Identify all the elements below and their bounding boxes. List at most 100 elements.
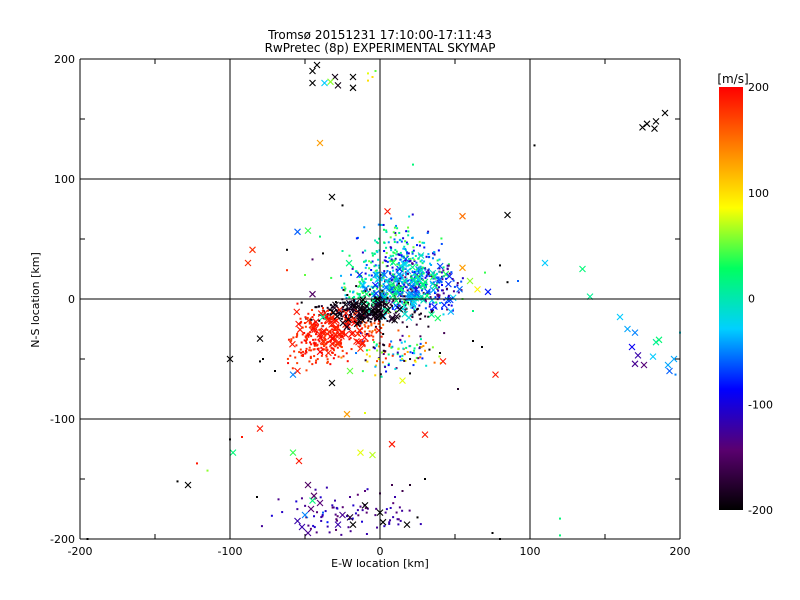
scatter-point — [363, 323, 366, 326]
scatter-point — [406, 289, 409, 292]
scatter-point — [348, 254, 351, 257]
scatter-point — [356, 317, 363, 324]
scatter-point — [396, 290, 404, 298]
scatter-point — [437, 289, 440, 292]
scatter-point — [316, 343, 319, 346]
scatter-point — [299, 317, 302, 320]
scatter-point — [317, 333, 324, 341]
scatter-point — [312, 348, 315, 351]
scatter-point — [295, 335, 298, 338]
scatter-point — [451, 309, 454, 312]
scatter-point — [425, 271, 428, 274]
scatter-point — [411, 290, 414, 293]
scatter-point — [381, 361, 384, 364]
scatter-point — [427, 325, 430, 328]
scatter-point — [325, 355, 328, 358]
scatter-point — [341, 349, 344, 352]
scatter-point — [349, 496, 351, 498]
scatter-point — [445, 287, 448, 290]
scatter-point — [399, 258, 402, 261]
scatter-point — [378, 266, 381, 269]
scatter-point — [432, 301, 435, 304]
scatter-point — [427, 268, 430, 271]
scatter-point — [396, 263, 399, 266]
scatter-point — [388, 522, 391, 525]
scatter-point — [460, 289, 463, 292]
scatter-point — [422, 272, 425, 275]
scatter-point — [411, 306, 414, 309]
scatter-point — [320, 516, 323, 519]
scatter-point — [413, 359, 416, 362]
scatter-point — [403, 359, 406, 362]
scatter-point — [382, 223, 385, 226]
scatter-point — [440, 271, 443, 274]
scatter-point — [340, 356, 343, 359]
scatter-point — [323, 348, 326, 351]
scatter-point — [385, 370, 388, 373]
scatter-point — [392, 299, 395, 302]
scatter-point — [312, 318, 320, 326]
scatter-point — [437, 293, 440, 296]
scatter-point — [445, 277, 448, 280]
scatter-point — [415, 261, 418, 264]
scatter-point — [442, 266, 445, 269]
scatter-point — [410, 291, 413, 294]
scatter-point — [389, 292, 397, 300]
scatter-point — [424, 478, 426, 480]
scatter-point — [370, 285, 373, 288]
scatter-point — [372, 314, 375, 317]
scatter-point — [270, 514, 273, 517]
scatter-point — [421, 266, 424, 269]
scatter-point — [387, 353, 390, 356]
scatter-point — [370, 278, 373, 281]
scatter-point — [374, 365, 377, 368]
scatter-point — [344, 287, 347, 290]
scatter-point — [380, 351, 383, 354]
scatter-point — [364, 272, 367, 275]
scatter-point — [404, 276, 407, 279]
scatter-point — [364, 333, 367, 336]
scatter-point — [349, 300, 352, 303]
scatter-point — [184, 481, 192, 489]
scatter-point — [330, 276, 333, 279]
scatter-point — [432, 277, 435, 280]
scatter-point — [291, 367, 294, 370]
scatter-point — [392, 284, 400, 292]
scatter-point — [402, 255, 410, 263]
scatter-point — [395, 511, 398, 514]
scatter-point — [334, 340, 342, 348]
scatter-point — [579, 265, 586, 273]
scatter-point — [303, 331, 306, 334]
scatter-point — [406, 325, 409, 328]
scatter-point — [333, 349, 336, 352]
scatter-point — [383, 271, 386, 274]
scatter-point — [286, 357, 289, 360]
scatter-point — [308, 333, 311, 336]
scatter-point — [426, 293, 429, 296]
scatter-point — [360, 290, 363, 293]
scatter-point — [334, 499, 336, 502]
scatter-point — [380, 301, 383, 304]
scatter-point — [651, 125, 658, 132]
scatter-point — [241, 436, 243, 438]
scatter-point — [304, 352, 307, 355]
scatter-point — [386, 292, 389, 295]
scatter-point — [333, 303, 336, 306]
scatter-point — [439, 302, 442, 305]
scatter-point — [401, 321, 404, 324]
scatter-point — [294, 228, 301, 236]
y-tick-label: 0 — [68, 293, 75, 306]
scatter-point — [316, 348, 324, 356]
scatter-point — [384, 350, 387, 353]
colorbar — [719, 87, 743, 510]
scatter-point — [336, 519, 339, 522]
scatter-point — [382, 349, 385, 352]
scatter-point — [362, 308, 370, 315]
scatter-point — [346, 322, 349, 325]
scatter-point — [643, 120, 651, 128]
scatter-point — [447, 303, 450, 306]
scatter-point — [366, 333, 369, 336]
scatter-point — [377, 258, 380, 261]
scatter-point — [427, 253, 430, 256]
scatter-point — [408, 335, 411, 338]
